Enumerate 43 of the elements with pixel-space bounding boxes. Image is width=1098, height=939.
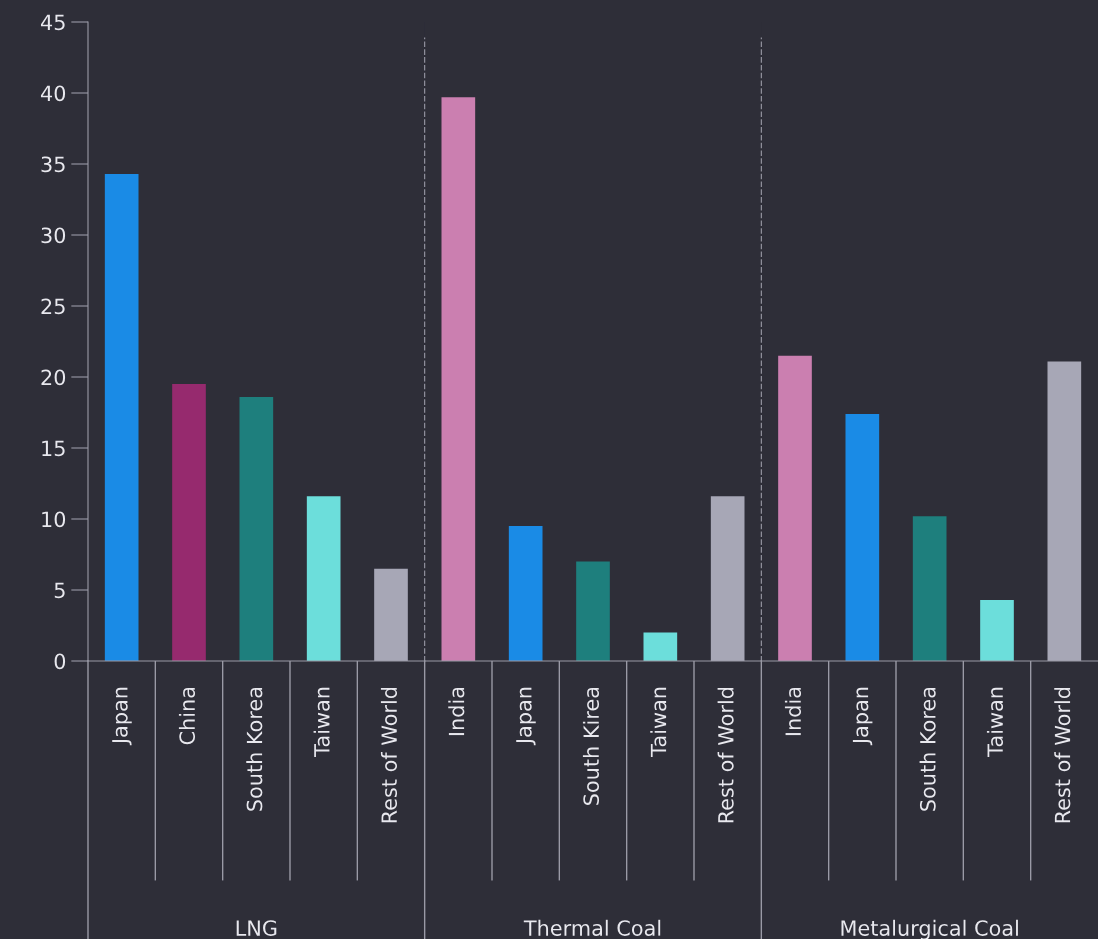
x-axis-title: Metalurgical Coal bbox=[841, 919, 1018, 939]
y-tick-label: 25 bbox=[41, 298, 65, 315]
y-tick-label: 40 bbox=[40, 85, 66, 102]
x-tick-label: South Korea bbox=[919, 687, 936, 811]
bar bbox=[508, 526, 543, 661]
y-tick-label: 20 bbox=[41, 369, 66, 386]
x-tick-label: Taiwan bbox=[986, 687, 1004, 757]
x-tick-label: Rest of World bbox=[1054, 687, 1071, 823]
bar bbox=[576, 561, 610, 661]
x-axis-title: Thermal Coal bbox=[523, 919, 661, 936]
x-tick-label: India bbox=[448, 687, 465, 736]
y-tick-label: 15 bbox=[42, 440, 65, 457]
x-tick-label: India bbox=[784, 687, 802, 736]
bar bbox=[172, 384, 206, 661]
y-tick-label: 30 bbox=[41, 227, 66, 244]
y-tick-label: 5 bbox=[54, 582, 65, 599]
x-tick-label: Taiwan bbox=[650, 687, 667, 757]
x-tick-label: South Kirea bbox=[582, 687, 600, 805]
y-tick-label: 45 bbox=[40, 14, 65, 31]
bar bbox=[643, 632, 678, 661]
y-tick-label: 10 bbox=[42, 511, 66, 528]
x-tick-label: Japan bbox=[852, 687, 873, 746]
bar bbox=[778, 355, 812, 661]
bar bbox=[239, 396, 274, 661]
x-tick-label: Japan bbox=[516, 687, 536, 746]
bar bbox=[374, 568, 408, 661]
bar bbox=[441, 97, 476, 661]
x-tick-label: Rest of World bbox=[380, 687, 398, 823]
bar bbox=[104, 173, 139, 661]
y-tick-label: 0 bbox=[54, 653, 66, 670]
bar bbox=[912, 516, 947, 661]
bar bbox=[1047, 361, 1082, 661]
x-tick-label: Japan bbox=[112, 687, 132, 746]
bar bbox=[710, 496, 745, 661]
x-tick-label: Rest of World bbox=[717, 687, 734, 823]
bar bbox=[845, 413, 880, 661]
x-tick-label: Taiwan bbox=[313, 687, 330, 757]
bar bbox=[306, 496, 341, 661]
x-tick-label: South Korea bbox=[246, 687, 263, 811]
bar bbox=[980, 599, 1014, 661]
x-axis-title: LNG bbox=[236, 920, 277, 936]
y-tick-label: 35 bbox=[41, 156, 65, 173]
x-tick-label: China bbox=[178, 687, 196, 745]
